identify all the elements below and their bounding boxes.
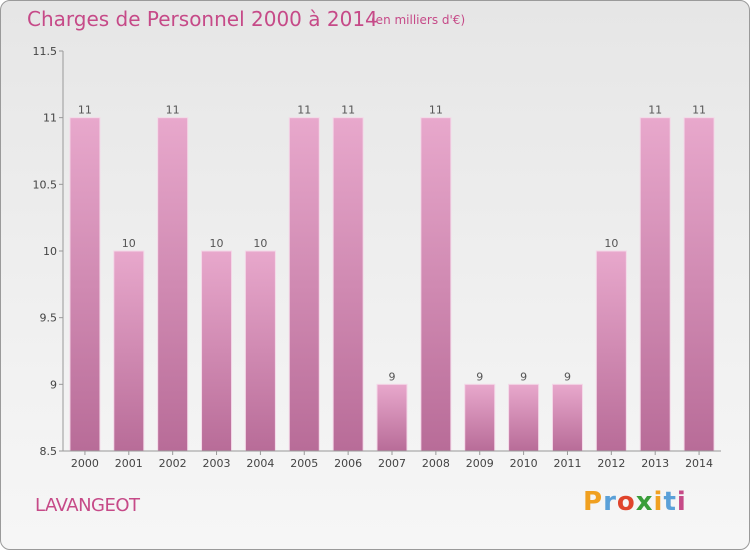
- y-tick-label: 11.5: [33, 45, 58, 58]
- y-tick-label: 8.5: [40, 445, 58, 458]
- x-tick-label: 2008: [422, 457, 450, 470]
- bar-2001: [113, 250, 145, 452]
- value-label: 11: [341, 104, 355, 117]
- commune-name: LAVANGEOT: [35, 495, 140, 516]
- y-tick-label: 11: [43, 112, 57, 125]
- value-label: 11: [648, 104, 662, 117]
- bar-2003: [201, 250, 233, 452]
- x-tick-label: 2007: [378, 457, 406, 470]
- bar-2006: [332, 117, 364, 452]
- bar-2000: [69, 117, 101, 452]
- bar-2002: [157, 117, 189, 452]
- x-tick-label: 2014: [685, 457, 713, 470]
- y-axis: 8.5 9 9.5 10 10.5 11 11.5: [33, 45, 64, 458]
- value-label: 11: [692, 104, 706, 117]
- logo-letter: i: [653, 487, 664, 517]
- bar-2005: [288, 117, 320, 452]
- value-label: 11: [78, 104, 92, 117]
- logo-letter: x: [635, 487, 654, 517]
- y-tick-label: 10.5: [33, 178, 58, 191]
- x-axis: 2000 2001 2002 2003 2004 2005 2006 2007 2008 2009…: [63, 450, 721, 470]
- logo-letter: r: [603, 487, 617, 517]
- logo-letter: P: [583, 487, 604, 517]
- value-label: 9: [564, 370, 571, 383]
- y-tick-label: 10: [43, 245, 57, 258]
- chart-title: Charges de Personnel 2000 à 2014: [27, 7, 378, 31]
- bar-2007: [376, 383, 408, 452]
- bar-2010: [508, 383, 540, 452]
- x-tick-label: 2006: [334, 457, 362, 470]
- bar-2011: [551, 383, 583, 452]
- x-tick-label: 2002: [159, 457, 187, 470]
- x-tick-label: 2003: [203, 457, 231, 470]
- logo-letter: i: [676, 487, 687, 517]
- x-tick-label: 2012: [597, 457, 625, 470]
- chart-subtitle: (en milliers d'€): [371, 13, 466, 27]
- x-tick-label: 2013: [641, 457, 669, 470]
- value-label: 11: [429, 104, 443, 117]
- value-label: 10: [604, 237, 618, 250]
- logo-letter: t: [663, 487, 677, 517]
- y-tick-label: 9: [50, 378, 57, 391]
- x-tick-label: 2001: [115, 457, 143, 470]
- value-label: 10: [253, 237, 267, 250]
- value-label: 9: [389, 370, 396, 383]
- x-tick-label: 2000: [71, 457, 99, 470]
- value-label: 10: [210, 237, 224, 250]
- bars: [69, 117, 715, 452]
- bar-2008: [420, 117, 452, 452]
- bar-2014: [683, 117, 715, 452]
- value-labels: 11 10 11 10 10 11 11 9 11 9 9 9 10 11 11: [78, 104, 706, 384]
- bar-2013: [639, 117, 671, 452]
- y-tick-label: 9.5: [40, 312, 58, 325]
- proxiti-logo: Proxiti: [583, 487, 687, 517]
- x-tick-label: 2009: [466, 457, 494, 470]
- value-label: 10: [122, 237, 136, 250]
- value-label: 9: [476, 370, 483, 383]
- x-tick-label: 2004: [246, 457, 274, 470]
- x-tick-label: 2011: [553, 457, 581, 470]
- bar-2012: [595, 250, 627, 452]
- x-tick-label: 2010: [510, 457, 538, 470]
- logo-letter: o: [616, 487, 636, 517]
- value-label: 11: [297, 104, 311, 117]
- bar-2004: [244, 250, 276, 452]
- x-tick-label: 2005: [290, 457, 318, 470]
- value-label: 9: [520, 370, 527, 383]
- bar-2009: [464, 383, 496, 452]
- value-label: 11: [166, 104, 180, 117]
